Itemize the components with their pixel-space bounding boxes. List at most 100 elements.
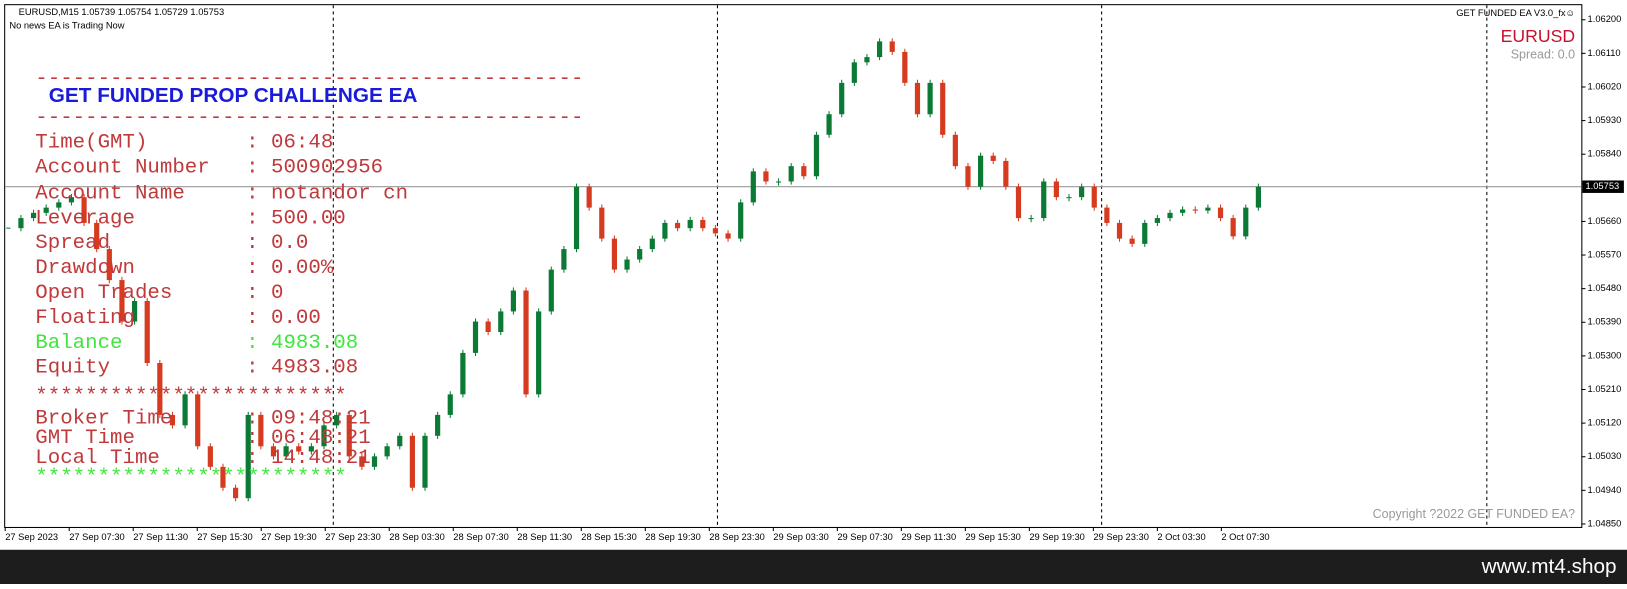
candle-body [1192, 209, 1198, 211]
candle-body [876, 41, 883, 58]
copyright: Copyright ?2022 GET FUNDED EA? [1373, 507, 1575, 521]
candle-body [788, 166, 794, 182]
candle-body [813, 134, 820, 177]
time-value: : 14:48:21 [246, 447, 371, 470]
candle-body [1129, 238, 1135, 244]
x-tick-label: 29 Sep 03:30 [773, 532, 829, 542]
candle-body [1205, 207, 1211, 211]
x-tick-label: 27 Sep 23:30 [325, 532, 381, 542]
candle-body [927, 82, 933, 115]
background [0, 0, 1627, 550]
time-value: : 09:48:21 [246, 408, 371, 431]
x-tick-label: 29 Sep 15:30 [965, 532, 1021, 542]
candle-body [649, 238, 655, 250]
symbol-info: EURUSD,M15 1.05739 1.05754 1.05729 1.057… [19, 7, 224, 17]
panel-value: : 4983.08 [246, 357, 358, 380]
candle-body [81, 197, 87, 223]
candle-body [1091, 186, 1097, 208]
panel-value: : 500902956 [246, 156, 383, 179]
ea-panel: ----------------------------------------… [35, 67, 583, 489]
candle-body [1116, 222, 1123, 239]
x-tick-label: 28 Sep 07:30 [453, 532, 509, 542]
candle-body [1041, 181, 1047, 219]
candle-body [384, 446, 390, 457]
candle-body [1167, 212, 1173, 219]
candle-body [1104, 207, 1110, 223]
candle-body [1003, 160, 1009, 187]
candle-body [182, 394, 188, 426]
candle-body [889, 41, 895, 52]
x-tick-label: 28 Sep 11:30 [517, 532, 572, 542]
candle-body [435, 414, 441, 436]
x-tick-label: 28 Sep 03:30 [389, 532, 445, 542]
candle-body [1015, 186, 1022, 219]
candle-body [978, 155, 984, 187]
current-price-label: 1.05753 [1585, 181, 1619, 191]
stars: ************************* [35, 386, 346, 409]
symbol: EURUSD [1501, 26, 1575, 46]
time-label: Local Time [35, 447, 160, 470]
x-tick-label: 29 Sep 23:30 [1093, 532, 1149, 542]
x-tick-label: 29 Sep 07:30 [837, 532, 893, 542]
candle-body [207, 446, 213, 467]
candle-body [422, 435, 428, 488]
x-tick-label: 27 Sep 11:30 [133, 532, 188, 542]
spread: Spread: 0.0 [1511, 47, 1575, 61]
candle-body [1079, 186, 1085, 198]
candle-body [1243, 207, 1249, 237]
candle-body [308, 446, 314, 452]
y-tick-label: 1.05030 [1588, 451, 1622, 461]
chart-frame [4, 4, 1583, 528]
candle-body [561, 249, 567, 270]
candle-body [485, 321, 491, 332]
candle-body [195, 394, 201, 447]
candle-body [801, 166, 807, 177]
panel-label: Leverage [35, 207, 135, 230]
x-tick-label: 28 Sep 15:30 [581, 532, 637, 542]
y-tick-label: 1.05930 [1588, 115, 1622, 125]
candle-body [712, 228, 719, 234]
candle-body [611, 238, 618, 270]
candle-body [725, 233, 731, 239]
time-value: : 06:48:21 [246, 427, 371, 450]
y-tick-label: 1.05480 [1588, 283, 1622, 293]
panel-value: : 0.00% [246, 257, 334, 280]
candle-body [68, 197, 75, 203]
x-tick-label: 27 Sep 15:30 [197, 532, 253, 542]
y-tick-label: 1.04940 [1588, 485, 1622, 495]
panel-value: : 0.00 [246, 307, 321, 330]
x-tick-label: 29 Sep 19:30 [1029, 532, 1085, 542]
x-tick-label: 28 Sep 19:30 [645, 532, 701, 542]
candle-body [687, 219, 693, 229]
candle-body [472, 321, 479, 353]
candle-body [359, 456, 365, 467]
x-tick-label: 2 Oct 07:30 [1221, 532, 1269, 542]
panel-value: : 4983.08 [246, 332, 358, 355]
candle-body [624, 259, 630, 270]
candle-body [233, 487, 239, 499]
stars: ************************* [35, 467, 346, 490]
x-tick-label: 27 Sep 2023 [5, 532, 58, 542]
candle-body [334, 414, 340, 426]
candle-body [674, 222, 681, 229]
y-tick-label: 1.06020 [1588, 81, 1622, 91]
candle-body [599, 207, 605, 239]
candle-body [763, 171, 769, 182]
y-tick-label: 1.04850 [1588, 518, 1622, 528]
candle-body [169, 414, 176, 426]
y-tick-label: 1.05210 [1588, 384, 1622, 394]
separator-text: ----------------------------------------… [35, 107, 583, 130]
candle-body [1053, 181, 1059, 198]
panel-label: Balance [35, 332, 122, 355]
candle-body [1180, 209, 1186, 213]
y-tick-label: 1.05840 [1588, 149, 1622, 159]
candle-body [1217, 207, 1224, 219]
x-tick-label: 28 Sep 23:30 [709, 532, 765, 542]
panel-label: Time(GMT) [35, 132, 147, 155]
candle-body [1230, 218, 1236, 237]
candle-body [131, 300, 138, 322]
footer-bar [0, 549, 1627, 584]
candle-body [700, 219, 706, 229]
